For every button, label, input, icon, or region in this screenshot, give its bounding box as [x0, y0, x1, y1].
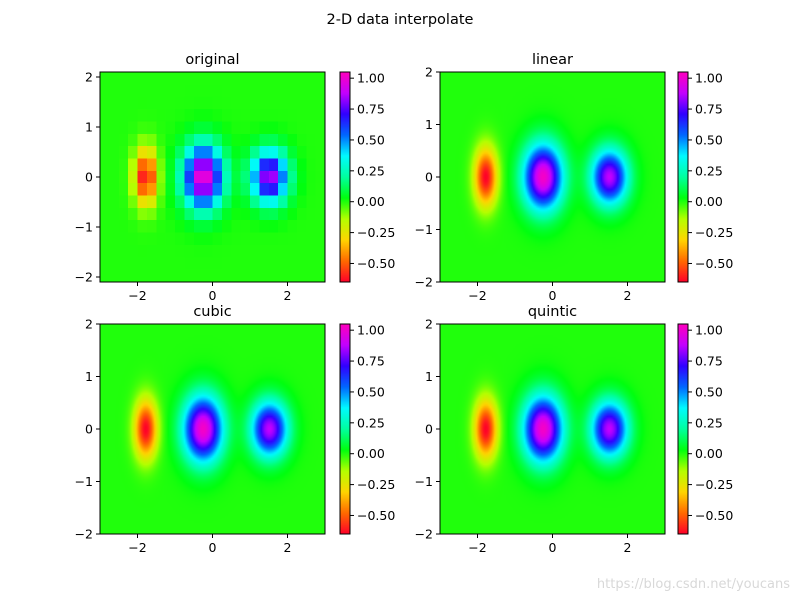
figure-title: 2-D data interpolate — [327, 12, 474, 28]
x-tick-label: −2 — [468, 288, 486, 303]
y-tick-label: −2 — [75, 527, 93, 542]
subplot-title: cubic — [193, 304, 231, 320]
x-tick-label: 2 — [284, 288, 292, 303]
y-tick-label: 0 — [85, 422, 93, 437]
colorbar-tick-label: 0.75 — [695, 354, 723, 369]
x-tick-label: 0 — [209, 540, 217, 555]
colorbar-tick-label: 0.00 — [357, 194, 385, 209]
heatmap-quintic — [440, 324, 665, 534]
subplot-title: original — [185, 52, 239, 68]
colorbar-tick-label: −0.25 — [357, 225, 395, 240]
colorbar-tick-label: 0.00 — [695, 194, 723, 209]
subplot-title: quintic — [528, 304, 577, 320]
colorbar-tick-label: 0.50 — [357, 384, 385, 399]
colorbar-tick-label: −0.50 — [695, 508, 733, 523]
y-tick-label: 2 — [425, 317, 433, 332]
y-tick-label: 1 — [425, 117, 433, 132]
y-tick-label: 0 — [85, 170, 93, 185]
y-tick-label: −2 — [415, 275, 433, 290]
colorbar-tick-label: −0.25 — [695, 477, 733, 492]
x-tick-label: −2 — [128, 288, 146, 303]
y-tick-label: −1 — [415, 222, 433, 237]
x-tick-label: −2 — [468, 540, 486, 555]
colorbar-tick-label: 0.50 — [695, 384, 723, 399]
y-tick-label: 0 — [425, 170, 433, 185]
y-tick-label: 2 — [425, 65, 433, 80]
y-tick-label: −1 — [415, 474, 433, 489]
colorbar-tick-label: 1.00 — [357, 323, 385, 338]
colorbar-tick-label: 1.00 — [695, 323, 723, 338]
subplot-title: linear — [532, 52, 573, 68]
colorbar-tick-label: −0.25 — [357, 477, 395, 492]
y-tick-label: 2 — [85, 317, 93, 332]
colorbar-frame — [677, 71, 689, 283]
x-tick-label: 2 — [624, 288, 632, 303]
y-tick-label: 1 — [85, 369, 93, 384]
colorbar-tick-label: 0.75 — [357, 102, 385, 117]
y-tick-label: −2 — [415, 527, 433, 542]
colorbar-frame — [339, 323, 351, 535]
colorbar-frame — [339, 71, 351, 283]
heatmap-original — [100, 72, 325, 282]
colorbar-tick-label: 0.25 — [695, 163, 723, 178]
watermark: https://blog.csdn.net/youcans — [597, 577, 790, 592]
y-tick-label: 1 — [425, 369, 433, 384]
colorbar-tick-label: 0.00 — [695, 446, 723, 461]
y-tick-label: 2 — [85, 70, 93, 85]
subplot-linear: linear −2 0 2 −2 −1 0 1 2 −0.50 −0.25 0.00 0.25 0.50 0… — [415, 52, 734, 303]
colorbar-tick-label: 0.50 — [357, 132, 385, 147]
colorbar-tick-label: −0.50 — [357, 256, 395, 271]
colorbar — [340, 324, 350, 534]
colorbar-frame — [677, 323, 689, 535]
x-tick-label: −2 — [128, 540, 146, 555]
y-tick-label: −2 — [75, 270, 93, 285]
colorbar-tick-label: −0.50 — [695, 256, 733, 271]
x-tick-label: 2 — [284, 540, 292, 555]
colorbar-tick-label: 0.25 — [357, 415, 385, 430]
colorbar-tick-label: −0.50 — [357, 508, 395, 523]
colorbar — [340, 72, 350, 282]
x-tick-label: 2 — [624, 540, 632, 555]
subplot-original: original −2 0 2 −2 −1 0 1 2 −0.50 −0.25 0.00 0.25 0.5… — [75, 52, 396, 303]
subplot-cubic: cubic −2 0 2 −2 −1 0 1 2 −0.50 −0.25 0.00 0.25 0.50 0.… — [75, 304, 396, 555]
colorbar-tick-label: 1.00 — [695, 71, 723, 86]
heatmap-cubic — [100, 324, 325, 534]
heatmap-linear — [440, 72, 665, 282]
subplots: original −2 0 2 −2 −1 0 1 2 −0.50 −0.25 0.00 0.25 0.5… — [75, 52, 734, 555]
colorbar-tick-label: 0.75 — [695, 102, 723, 117]
x-tick-label: 0 — [549, 540, 557, 555]
y-tick-label: 1 — [85, 120, 93, 135]
colorbar-tick-label: 0.25 — [357, 163, 385, 178]
colorbar — [678, 72, 688, 282]
subplot-quintic: quintic −2 0 2 −2 −1 0 1 2 −0.50 −0.25 0.00 0.25 0.50… — [415, 304, 734, 555]
colorbar-tick-label: 0.50 — [695, 132, 723, 147]
x-tick-label: 0 — [549, 288, 557, 303]
colorbar-tick-label: 1.00 — [357, 71, 385, 86]
x-tick-label: 0 — [209, 288, 217, 303]
colorbar-tick-label: 0.75 — [357, 354, 385, 369]
y-tick-label: −1 — [75, 474, 93, 489]
y-tick-label: −1 — [75, 220, 93, 235]
colorbar-tick-label: −0.25 — [695, 225, 733, 240]
y-tick-label: 0 — [425, 422, 433, 437]
colorbar-tick-label: 0.25 — [695, 415, 723, 430]
colorbar — [678, 324, 688, 534]
colorbar-tick-label: 0.00 — [357, 446, 385, 461]
